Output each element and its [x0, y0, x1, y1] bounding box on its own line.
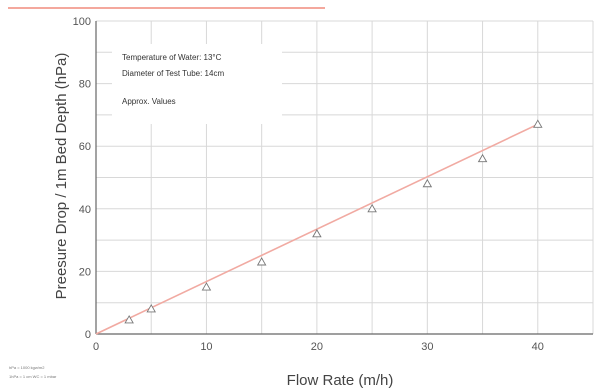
data-point-triangle [146, 304, 156, 313]
x-tick-label: 0 [93, 341, 99, 353]
axes [95, 21, 593, 335]
annotation-diameter: Diameter of Test Tube: 14cm [122, 69, 224, 78]
annotation-box [112, 44, 282, 124]
annotation-temperature: Temperature of Water: 13°C [122, 53, 222, 62]
y-tick-label: 0 [85, 329, 91, 341]
data-points [124, 119, 543, 324]
data-point-triangle [367, 203, 377, 213]
data-point-triangle [256, 257, 267, 266]
y-axis-title: Preesure Drop / 1m Bed Depth (hPa) [53, 53, 70, 300]
x-axis-title: Flow Rate (m/h) [287, 372, 394, 389]
data-point-triangle [312, 228, 322, 238]
y-tick-label: 100 [73, 16, 91, 28]
x-tick-label: 20 [311, 341, 323, 353]
footnote-2: 1hPa = 1 cm WC = 1 mbar [9, 374, 57, 379]
x-tick-label: 30 [421, 341, 433, 353]
data-point-triangle [533, 119, 543, 128]
x-tick-label: 40 [532, 341, 544, 353]
data-point-triangle [422, 178, 433, 188]
y-tick-labels: 0 20 40 60 80 100 [73, 16, 91, 341]
y-tick-label: 20 [79, 266, 91, 278]
y-tick-label: 80 [79, 79, 91, 91]
x-tick-label: 10 [200, 341, 212, 353]
y-tick-label: 60 [79, 141, 91, 153]
data-point-triangle [201, 282, 212, 291]
data-point-triangle [124, 315, 134, 324]
footnote-1: hPa = 1000 kgw/m2 [9, 365, 45, 370]
annotation-approx: Approx. Values [122, 97, 176, 106]
y-tick-label: 40 [79, 204, 91, 216]
data-point-triangle [477, 153, 488, 163]
x-tick-labels: 0 10 20 30 40 [93, 341, 544, 353]
